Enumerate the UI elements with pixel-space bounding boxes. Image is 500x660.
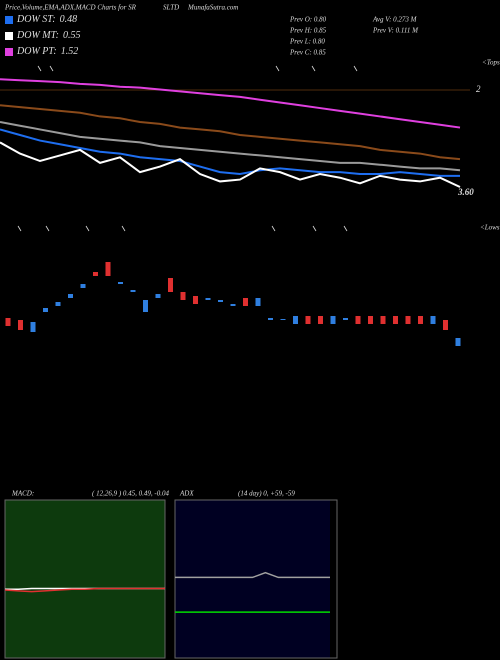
candle-body [418, 316, 423, 324]
candle-body [343, 318, 348, 320]
title: Price,Volume,EMA,ADX,MACD Charts for SR [4, 4, 137, 12]
macd-title: MACD: [11, 490, 34, 498]
candle-body [243, 298, 248, 306]
legend-value: 1.52 [61, 46, 79, 57]
candle-body [318, 316, 323, 324]
legend-value: 0.55 [63, 30, 81, 41]
candle-body [430, 316, 436, 324]
candle-body [393, 316, 398, 324]
upper-label: 2 [476, 84, 481, 94]
candle-body [218, 300, 223, 302]
adx-subtitle: (14 day) 0, +59, -59 [238, 490, 295, 498]
candle-body [193, 296, 198, 304]
legend-value: 0.48 [60, 14, 78, 25]
candle-body [205, 298, 211, 300]
candle-body [443, 320, 448, 330]
top-markers [17, 65, 358, 232]
legend-label: DOW ST: 0.48 [16, 14, 77, 25]
legend-label: DOW PT: 1.52 [16, 46, 78, 57]
candle-body [355, 316, 361, 324]
candle-body [105, 262, 111, 276]
series-line [0, 121, 461, 172]
legend-swatch [5, 16, 13, 24]
legend-name: DOW PT: [16, 46, 57, 57]
tops-label: <Tops [482, 59, 500, 67]
volume-stat: Prev V: 0.111 M [372, 27, 419, 35]
series-line [4, 587, 165, 593]
series-line [0, 128, 460, 177]
candle-body [305, 316, 311, 324]
candle-body [293, 316, 298, 324]
series-line [0, 141, 461, 188]
candle-body [368, 316, 373, 324]
legend-label: DOW MT: 0.55 [16, 30, 80, 41]
candle-body [280, 319, 286, 320]
candle-body [255, 298, 261, 306]
series-line [175, 571, 330, 579]
candle-body [93, 272, 98, 276]
legend-swatch [5, 32, 13, 40]
adx-frame [174, 499, 338, 659]
candle-body [143, 300, 148, 312]
candle-body [380, 316, 386, 324]
panel-bg [5, 500, 165, 658]
adx-title: ADX [179, 490, 194, 498]
macd-frame [4, 499, 166, 659]
prev-stat: Prev O: 0.80 [289, 16, 327, 24]
candle-body [118, 282, 123, 284]
prev-stat: Prev C: 0.85 [289, 49, 326, 57]
candle-body [455, 338, 461, 346]
candle-body [68, 294, 73, 298]
lower-label: 3.60 [457, 187, 474, 197]
prev-stat: Prev L: 0.80 [289, 38, 325, 46]
lows-label: <Lows [480, 224, 500, 232]
macd-subtitle: ( 12,26,9 ) 0.45, 0.49, -0.04 [92, 490, 169, 498]
candle-body [268, 318, 273, 320]
candle-body [55, 302, 61, 306]
symbol: SLTD [163, 4, 179, 12]
legend-name: DOW MT: [16, 30, 59, 41]
volume-stat: Avg V: 0.273 M [372, 16, 418, 24]
candle-body [5, 318, 11, 326]
candle-body [43, 308, 48, 312]
candle-body [180, 292, 186, 300]
panel-bg [175, 500, 330, 658]
candle-body [155, 294, 161, 298]
prev-stat: Prev H: 0.85 [289, 27, 327, 35]
series-line [0, 104, 461, 161]
candle-body [30, 322, 36, 332]
candle-body [405, 316, 411, 324]
candle-body [230, 304, 236, 306]
candle-body [330, 316, 336, 324]
candle-body [168, 278, 173, 292]
site: MunafaSutra.com [187, 4, 238, 12]
series-line [0, 78, 461, 129]
candle-body [18, 320, 23, 330]
candle-body [80, 284, 86, 288]
legend-swatch [5, 48, 13, 56]
legend-name: DOW ST: [16, 14, 56, 25]
candle-body [130, 290, 136, 292]
